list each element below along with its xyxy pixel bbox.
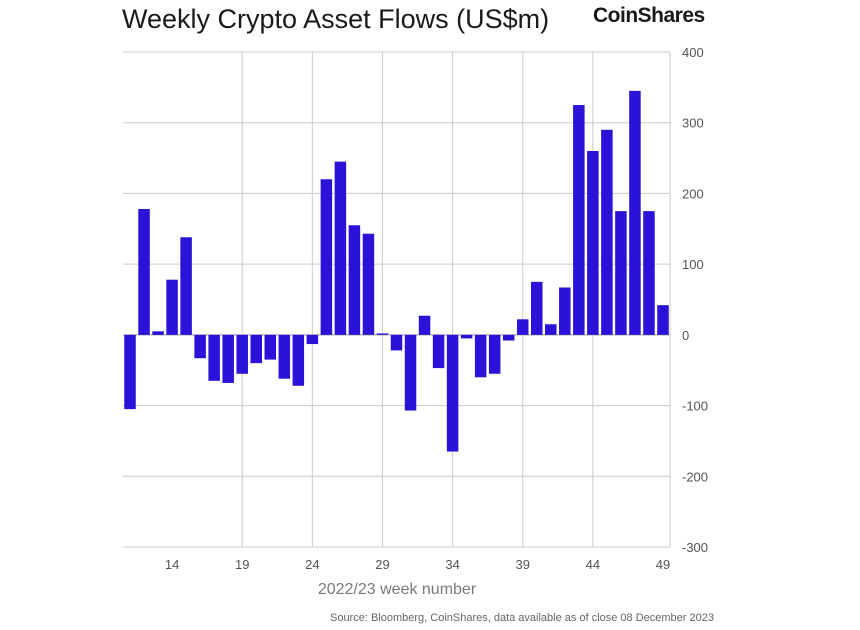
- bar-week-26: [334, 161, 347, 335]
- bar-week-48: [643, 211, 655, 335]
- bar-week-45: [601, 129, 613, 335]
- bar-week-40: [531, 281, 543, 335]
- bar-week-13: [152, 331, 164, 335]
- bar-week-24: [306, 334, 319, 345]
- bar-week-31: [404, 334, 417, 411]
- bar-week-11: [124, 334, 136, 410]
- bar-week-39: [516, 319, 529, 335]
- bar-week-12: [138, 208, 150, 335]
- bar-week-20: [250, 334, 262, 364]
- bar-week-19: [236, 334, 248, 374]
- bar-week-18: [222, 334, 234, 383]
- source-note: Source: Bloomberg, CoinShares, data avai…: [329, 612, 714, 624]
- bar-week-22: [278, 334, 291, 379]
- bar-week-29: [376, 333, 389, 335]
- bar-week-30: [390, 334, 403, 351]
- y-tick-label: 200: [682, 186, 704, 201]
- x-tick-label: 24: [305, 557, 319, 572]
- bar-week-47: [629, 90, 641, 335]
- bar-week-28: [362, 233, 375, 335]
- y-tick-label: -300: [682, 540, 708, 555]
- y-tick-label: 0: [682, 328, 689, 343]
- bar-week-17: [208, 334, 220, 381]
- bar-week-33: [432, 334, 445, 369]
- x-axis-label: 2022/23 week number: [318, 581, 477, 598]
- bar-week-41: [545, 324, 557, 335]
- bars: [124, 90, 669, 452]
- bar-week-49: [657, 305, 669, 335]
- y-tick-label: 400: [682, 45, 704, 60]
- bar-week-43: [573, 105, 585, 335]
- chart-title: Weekly Crypto Asset Flows (US$m): [122, 4, 550, 34]
- bar-week-36: [474, 334, 487, 378]
- x-tick-label: 29: [375, 557, 389, 572]
- x-tick-label: 49: [656, 557, 670, 572]
- bar-week-15: [180, 237, 192, 335]
- bar-week-35: [460, 334, 473, 339]
- x-tick-label: 39: [515, 557, 529, 572]
- bar-week-38: [502, 334, 515, 341]
- bar-week-32: [418, 315, 431, 335]
- bar-week-16: [194, 334, 206, 359]
- y-tick-label: 100: [682, 257, 704, 272]
- x-tick-label: 19: [235, 557, 249, 572]
- y-tick-label: 300: [682, 116, 704, 131]
- axes: 400 300 200 100 0 -100 -200 -300 14 19 24 29 34 39 44 4…: [123, 45, 708, 572]
- coinshares-logo: CoinShares: [593, 4, 705, 27]
- bar-week-21: [264, 334, 277, 360]
- bar-week-25: [320, 179, 333, 335]
- x-tick-label: 34: [445, 557, 459, 572]
- bar-week-42: [559, 287, 571, 335]
- bar-week-14: [166, 279, 178, 335]
- bar-week-37: [488, 334, 501, 374]
- y-tick-label: -200: [682, 469, 708, 484]
- bar-week-27: [348, 225, 361, 335]
- bar-week-34: [446, 334, 459, 452]
- bar-week-44: [587, 151, 599, 335]
- x-tick-label: 44: [586, 557, 600, 572]
- x-tick-label: 14: [165, 557, 179, 572]
- bar-week-46: [615, 211, 627, 335]
- y-tick-label: -100: [682, 399, 708, 414]
- bar-week-23: [292, 334, 305, 386]
